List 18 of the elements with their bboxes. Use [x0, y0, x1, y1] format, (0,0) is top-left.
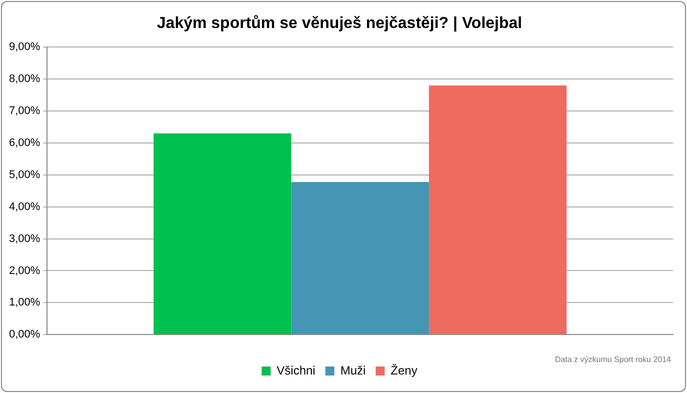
- bar: [291, 182, 429, 334]
- y-tick-label: 7,00%: [8, 105, 40, 118]
- text: Data z výzkumu Sport roku 2014: [554, 355, 671, 364]
- y-tick-label: 8,00%: [8, 73, 40, 86]
- y-tick-label: 6,00%: [8, 137, 40, 150]
- bar: [154, 133, 292, 334]
- legend-label: Všichni: [276, 363, 316, 378]
- y-tick-label: 3,00%: [8, 232, 40, 245]
- y-tick-label: 1,00%: [8, 296, 40, 309]
- legend-label: Muži: [340, 363, 366, 378]
- y-tick-label: 0,00%: [8, 328, 40, 341]
- chart-title: Jakým sportům se věnuješ nejčastěji? | Volejbal: [156, 15, 522, 32]
- legend-label: Ženy: [390, 363, 418, 378]
- y-tick-label: 9,00%: [8, 41, 40, 54]
- y-tick-label: 2,00%: [8, 264, 40, 277]
- bar: [428, 86, 567, 334]
- y-tick-label: 5,00%: [8, 168, 40, 181]
- y-tick-label: 4,00%: [8, 200, 40, 213]
